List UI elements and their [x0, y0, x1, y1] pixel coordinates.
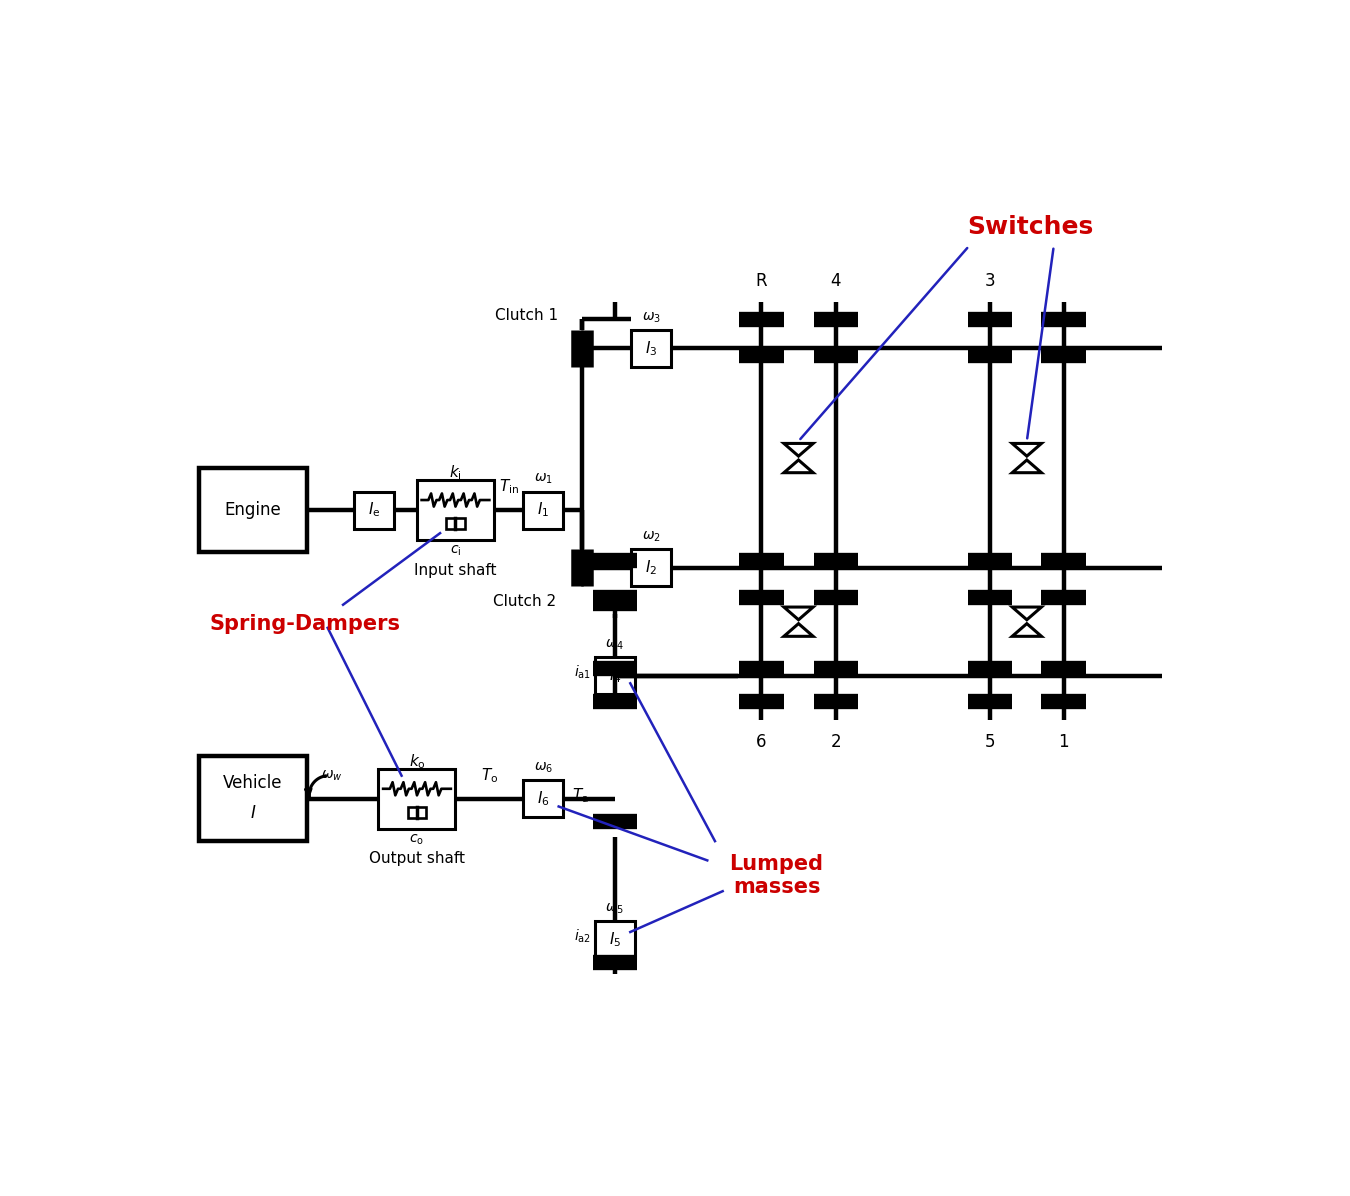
- Text: Input shaft: Input shaft: [414, 562, 497, 578]
- Bar: [417, 480, 494, 541]
- Bar: [198, 468, 306, 553]
- Text: $I_\mathrm{e}$: $I_\mathrm{e}$: [367, 501, 381, 519]
- Bar: [595, 657, 634, 694]
- Text: Engine: Engine: [224, 501, 281, 519]
- Text: 2: 2: [830, 733, 841, 751]
- Text: $\omega_w$: $\omega_w$: [321, 769, 343, 783]
- Text: $T_\mathrm{a}$: $T_\mathrm{a}$: [572, 786, 589, 805]
- Text: $T_\mathrm{o}$: $T_\mathrm{o}$: [481, 767, 498, 785]
- Text: R: R: [756, 271, 767, 289]
- Text: 4: 4: [830, 271, 841, 289]
- Bar: [447, 518, 464, 530]
- Text: $c_\mathrm{o}$: $c_\mathrm{o}$: [409, 832, 424, 847]
- Text: $I_5$: $I_5$: [609, 930, 621, 950]
- Text: $\omega_4$: $\omega_4$: [605, 637, 625, 652]
- Text: $I_1$: $I_1$: [537, 501, 549, 519]
- Text: $I_2$: $I_2$: [645, 559, 657, 578]
- Text: $I$: $I$: [250, 804, 256, 822]
- Text: Switches: Switches: [968, 214, 1094, 239]
- Text: 1: 1: [1058, 733, 1069, 751]
- Bar: [198, 756, 306, 841]
- Text: $\omega_6$: $\omega_6$: [533, 761, 552, 775]
- Bar: [595, 921, 634, 958]
- Text: $i_\mathrm{a1}$: $i_\mathrm{a1}$: [574, 664, 591, 682]
- Bar: [630, 549, 671, 586]
- Text: Output shaft: Output shaft: [369, 852, 464, 866]
- Text: $c_\mathrm{i}$: $c_\mathrm{i}$: [450, 544, 462, 559]
- Text: $k_\mathrm{o}$: $k_\mathrm{o}$: [409, 752, 425, 771]
- Text: $I_3$: $I_3$: [645, 338, 657, 358]
- Text: $i_\mathrm{a2}$: $i_\mathrm{a2}$: [574, 928, 591, 945]
- Bar: [524, 492, 563, 529]
- Text: 5: 5: [984, 733, 995, 751]
- Text: $I_4$: $I_4$: [609, 666, 621, 685]
- Text: Clutch 1: Clutch 1: [494, 309, 558, 323]
- Bar: [378, 769, 455, 829]
- Text: Vehicle: Vehicle: [223, 774, 282, 793]
- Text: 3: 3: [984, 271, 995, 289]
- Bar: [354, 492, 394, 529]
- Text: Lumped
masses: Lumped masses: [729, 854, 823, 897]
- Text: $T_\mathrm{in}$: $T_\mathrm{in}$: [498, 477, 518, 496]
- Text: Clutch 2: Clutch 2: [493, 594, 556, 609]
- Text: $\omega_5$: $\omega_5$: [605, 902, 625, 916]
- Text: $k_\mathrm{i}$: $k_\mathrm{i}$: [450, 464, 462, 482]
- Text: $\omega_3$: $\omega_3$: [641, 310, 660, 325]
- Text: $\omega_1$: $\omega_1$: [533, 472, 552, 487]
- Text: $\omega_2$: $\omega_2$: [641, 530, 660, 544]
- Text: $I_6$: $I_6$: [537, 789, 549, 808]
- Bar: [408, 807, 427, 818]
- Bar: [630, 330, 671, 367]
- Text: 6: 6: [756, 733, 767, 751]
- Bar: [524, 780, 563, 817]
- Text: Spring-Dampers: Spring-Dampers: [209, 614, 400, 634]
